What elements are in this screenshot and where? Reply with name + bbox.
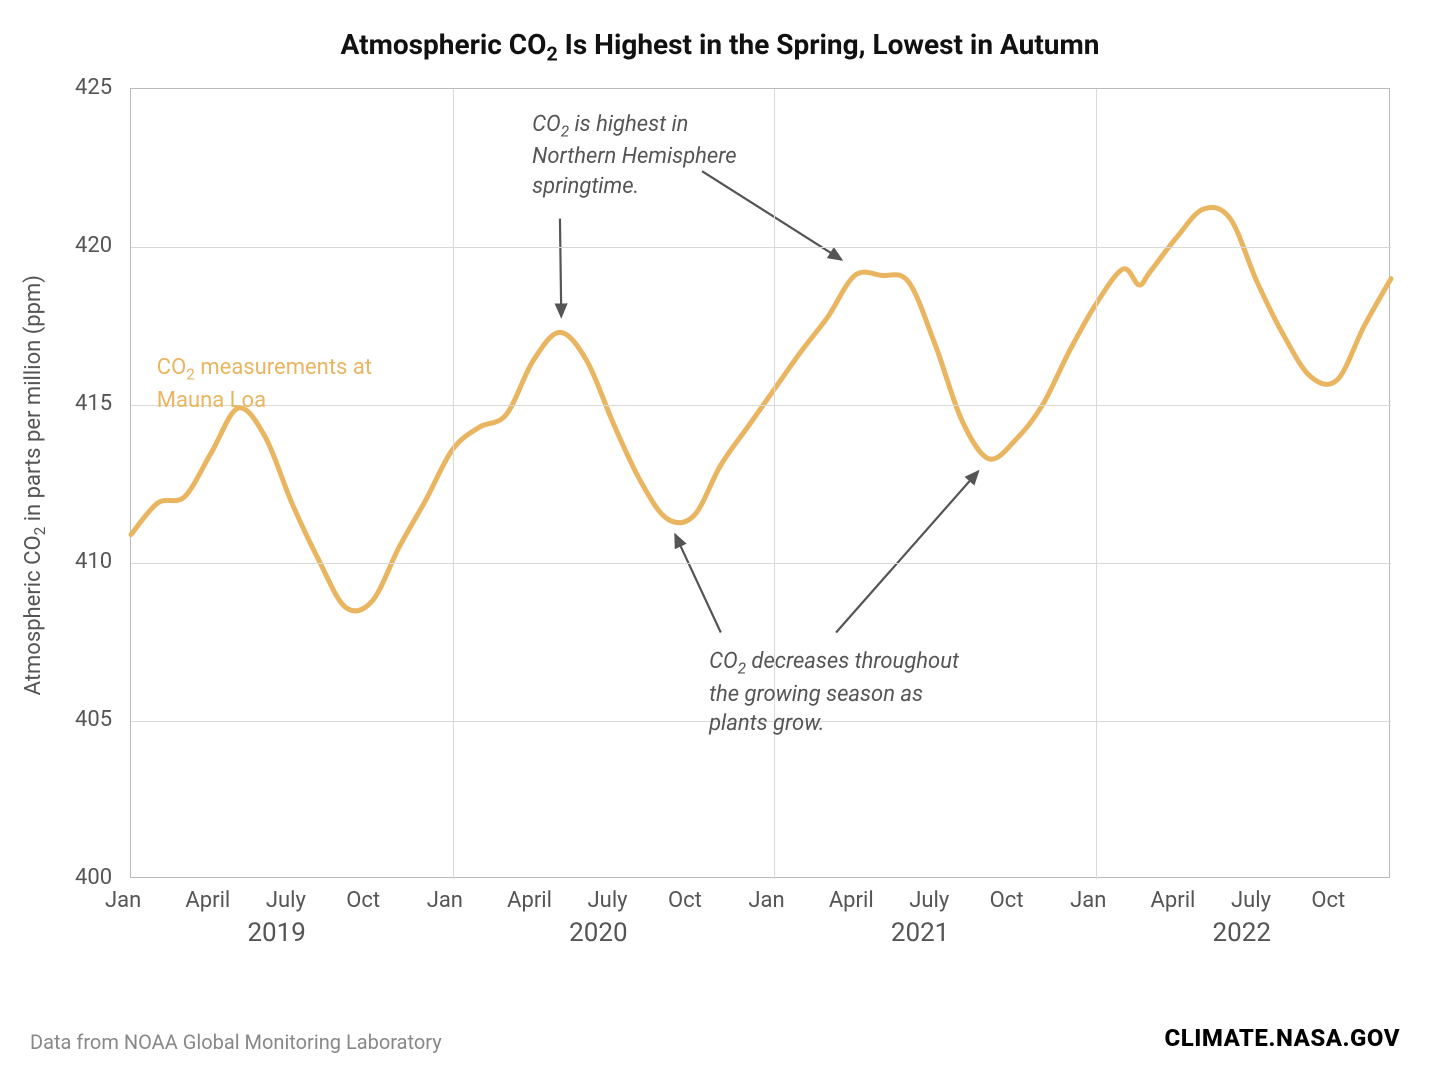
annotation-spring-high: CO2 is highest inNorthern Hemispherespri… [532,110,736,202]
x-tick-label: July [909,888,949,913]
plot-area [130,88,1390,878]
year-label: 2022 [1213,918,1271,948]
y-axis-label: Atmospheric CO2 in parts per million (pp… [21,90,49,880]
y-tick-label: 400 [75,865,112,890]
annotation-arrow [675,535,721,633]
annotation-growing-season: CO2 decreases throughoutthe growing seas… [709,647,959,739]
x-tick-label: Jan [1070,888,1106,913]
x-tick-label: Oct [346,888,380,913]
year-label: 2021 [891,918,949,948]
x-tick-label: April [1151,888,1196,913]
y-tick-label: 420 [75,233,112,258]
x-tick-label: July [1231,888,1271,913]
chart-container: Atmospheric CO2 Is Highest in the Spring… [0,0,1440,1080]
gridline-horizontal [131,563,1391,564]
x-tick-label: April [829,888,874,913]
x-tick-label: Oct [1311,888,1345,913]
y-tick-label: 425 [75,75,112,100]
annotation-arrow [560,219,561,317]
y-tick-label: 410 [75,549,112,574]
y-tick-label: 405 [75,707,112,732]
x-tick-label: July [266,888,306,913]
x-tick-label: Jan [427,888,463,913]
y-tick-label: 415 [75,391,112,416]
x-tick-label: Oct [990,888,1024,913]
x-tick-label: Jan [748,888,784,913]
line-layer [131,89,1391,879]
gridline-vertical [774,89,775,879]
gridline-vertical [1096,89,1097,879]
chart-title: Atmospheric CO2 Is Highest in the Spring… [0,28,1440,66]
year-label: 2019 [247,918,305,948]
annotation-arrow [836,471,978,632]
x-tick-label: April [185,888,230,913]
gridline-horizontal [131,247,1391,248]
gridline-vertical [453,89,454,879]
data-source-text: Data from NOAA Global Monitoring Laborat… [30,1030,442,1054]
series-label: CO2 measurements atMauna Loa [157,353,372,415]
x-tick-label: April [507,888,552,913]
x-tick-label: Jan [105,888,141,913]
year-label: 2020 [569,918,627,948]
x-tick-label: July [588,888,628,913]
brand-text: CLIMATE.NASA.GOV [1164,1024,1400,1052]
x-tick-label: Oct [668,888,702,913]
